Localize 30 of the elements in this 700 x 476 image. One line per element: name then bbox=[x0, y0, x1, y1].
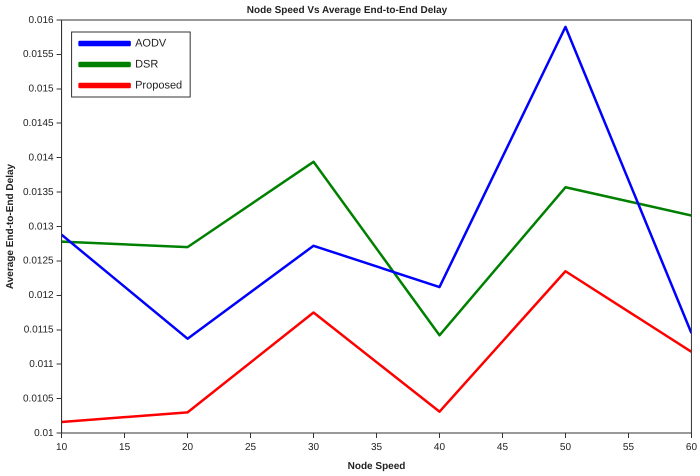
y-tick-label: 0.014 bbox=[28, 152, 54, 164]
y-axis-title: Average End-to-End Delay bbox=[4, 163, 16, 290]
x-tick-label: 50 bbox=[560, 442, 572, 453]
y-tick-label: 0.011 bbox=[29, 358, 54, 370]
x-tick-label: 30 bbox=[308, 442, 320, 453]
y-tick-label: 0.013 bbox=[28, 221, 54, 232]
y-tick-label: 0.0145 bbox=[22, 118, 54, 129]
y-tick-label: 0.0155 bbox=[22, 49, 54, 60]
y-tick-label: 0.01 bbox=[34, 428, 54, 439]
x-tick-label: 35 bbox=[370, 442, 383, 453]
x-tick-label: 20 bbox=[182, 442, 194, 453]
legend-label: DSR bbox=[135, 58, 158, 71]
y-tick-label: 0.0105 bbox=[22, 393, 54, 404]
x-tick-label: 55 bbox=[622, 442, 634, 453]
x-tick-label: 10 bbox=[56, 442, 68, 453]
x-tick-label: 25 bbox=[244, 442, 257, 453]
legend-label: AODV bbox=[135, 38, 167, 50]
y-tick-label: 0.0115 bbox=[24, 324, 54, 336]
y-tick-label: 0.0135 bbox=[22, 186, 54, 198]
y-tick-label: 0.0125 bbox=[22, 256, 54, 267]
x-axis-title: Node Speed bbox=[348, 460, 406, 472]
x-tick-label: 45 bbox=[496, 442, 508, 453]
x-tick-label: 15 bbox=[119, 442, 131, 453]
legend-label: Proposed bbox=[135, 80, 182, 92]
x-tick-label: 60 bbox=[686, 442, 698, 453]
y-tick-label: 0.012 bbox=[28, 290, 54, 302]
y-tick-label: 0.016 bbox=[28, 14, 54, 26]
y-tick-label: 0.015 bbox=[28, 84, 54, 95]
chart-title: Node Speed Vs Average End-to-End Delay bbox=[246, 4, 448, 16]
x-tick-label: 40 bbox=[434, 442, 446, 453]
